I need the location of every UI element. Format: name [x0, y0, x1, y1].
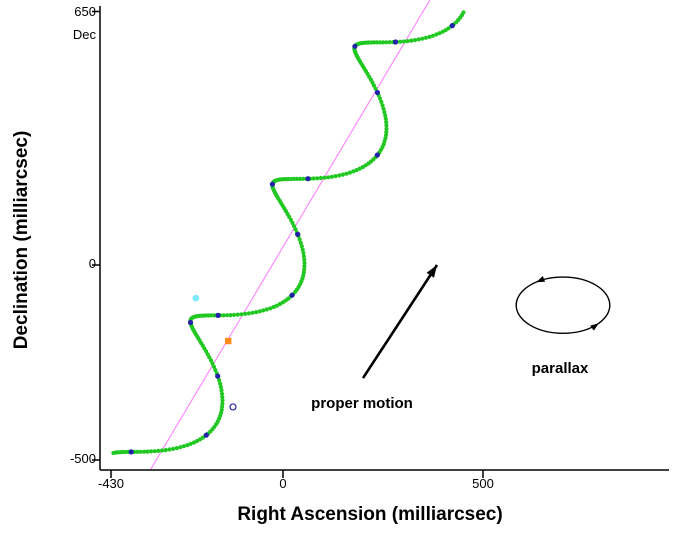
- arrowhead-icon: [426, 265, 437, 278]
- open-circle-point: [229, 403, 237, 411]
- y-tick-label-0: 0: [88, 256, 96, 271]
- x-tick-label-neg430: -430: [97, 476, 125, 491]
- x-tick-label-500: 500: [472, 476, 494, 491]
- observation-dots: [128, 23, 455, 455]
- axes: [92, 6, 669, 478]
- x-tick-label-0: 0: [279, 476, 287, 491]
- arrowhead-icon: [590, 323, 599, 331]
- star-path-dots: [111, 10, 466, 456]
- y-axis-sublabel: Dec: [72, 27, 96, 42]
- x-axis-title: Right Ascension (milliarcsec): [237, 504, 503, 525]
- parallax-ellipse: [515, 276, 611, 335]
- parallax-label: parallax: [531, 360, 589, 377]
- arrowhead-icon: [536, 276, 546, 283]
- y-tick-label-neg500: -500: [69, 451, 96, 466]
- y-tick-label-650: 650: [74, 4, 96, 19]
- highlight-orange-point: [225, 337, 232, 345]
- proper-motion-arrow: [361, 264, 439, 379]
- proper-motion-label: proper motion: [311, 395, 413, 412]
- y-axis-title: Declination (milliarcsec): [11, 130, 32, 350]
- proper-motion-track-line: [149, 0, 431, 471]
- highlight-cyan-point: [192, 294, 200, 302]
